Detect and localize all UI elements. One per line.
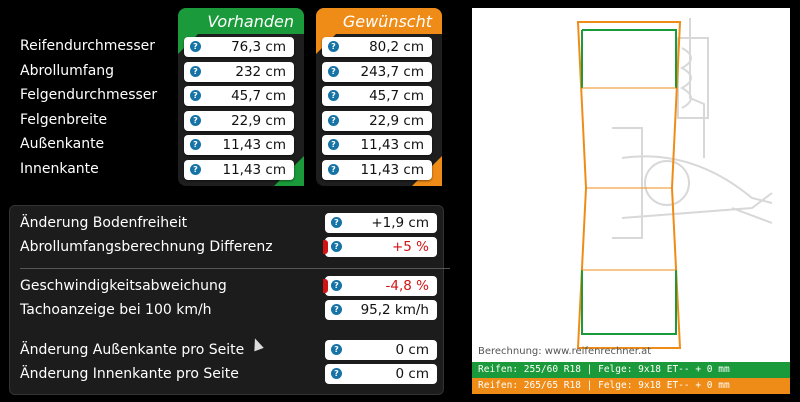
column-vorhanden: Vorhanden ? 76,3 cm ? 232 cm ? 45,7 cm ? 22,… xyxy=(178,8,304,186)
label-tachoanzeige: Tachoanzeige bei 100 km/h xyxy=(20,302,212,318)
tire-diagram: Berechnung: www.reifenrechner.at Reifen:… xyxy=(472,8,790,394)
desired-tire-outline xyxy=(576,21,682,349)
vorhanden-abrollumfang[interactable]: ? 232 cm xyxy=(184,62,294,82)
existing-tire-info: Reifen: 255/60 R18 | Felge: 9x18 ET-- + … xyxy=(472,362,790,378)
column-header-gewuenscht: Gewünscht xyxy=(316,8,442,34)
info-icon[interactable]: ? xyxy=(328,139,339,150)
label-felgenbreite: Felgenbreite xyxy=(20,112,108,128)
gewuenscht-abrollumfang[interactable]: ? 243,7 cm xyxy=(322,62,432,82)
label-abrollumfang: Abrollumfang xyxy=(20,63,115,79)
divider xyxy=(20,268,450,269)
tire-comparison-svg xyxy=(576,18,773,349)
info-icon[interactable]: ? xyxy=(331,368,342,379)
info-icon[interactable]: ? xyxy=(190,41,201,52)
label-bodenfreiheit: Änderung Bodenfreiheit xyxy=(20,215,188,231)
info-icon[interactable]: ? xyxy=(190,139,201,150)
value-aussenkante-pro-seite[interactable]: ? 0 cm xyxy=(325,340,437,360)
info-icon[interactable]: ? xyxy=(190,115,201,126)
info-icon[interactable]: ? xyxy=(328,115,339,126)
info-icon[interactable]: ? xyxy=(328,90,339,101)
warning-marker xyxy=(323,240,328,254)
info-icon[interactable]: ? xyxy=(328,164,339,175)
info-icon[interactable]: ? xyxy=(331,241,342,252)
info-icon[interactable]: ? xyxy=(328,41,339,52)
value-geschwindigkeitsabweichung[interactable]: ? -4,8 % xyxy=(323,276,437,296)
info-icon[interactable]: ? xyxy=(190,164,201,175)
gewuenscht-aussenkante[interactable]: ? 11,43 cm xyxy=(322,135,432,155)
value-tachoanzeige[interactable]: ? 95,2 km/h xyxy=(325,300,437,320)
vorhanden-felgendurchmesser[interactable]: ? 45,7 cm xyxy=(184,86,294,106)
info-icon[interactable]: ? xyxy=(331,344,342,355)
label-innenkante-pro-seite: Änderung Innenkante pro Seite xyxy=(20,366,239,382)
gewuenscht-felgenbreite[interactable]: ? 22,9 cm xyxy=(322,111,432,131)
existing-tire-outline xyxy=(581,29,677,335)
info-icon[interactable]: ? xyxy=(331,217,342,228)
gewuenscht-innenkante[interactable]: ? 11,43 cm xyxy=(322,160,432,180)
vorhanden-reifendurchmesser[interactable]: ? 76,3 cm xyxy=(184,37,294,57)
label-felgendurchmesser: Felgendurchmesser xyxy=(20,87,158,103)
label-geschwindigkeitsabweichung: Geschwindigkeitsabweichung xyxy=(20,278,227,294)
vorhanden-innenkante[interactable]: ? 11,43 cm xyxy=(184,160,294,180)
column-gewuenscht: Gewünscht ? 80,2 cm ? 243,7 cm ? 45,7 cm ? 2… xyxy=(316,8,442,186)
info-icon[interactable]: ? xyxy=(331,304,342,315)
desired-tire-info: Reifen: 265/65 R18 | Felge: 9x18 ET-- + … xyxy=(472,378,790,394)
suspension-sketch xyxy=(612,18,773,239)
label-reifendurchmesser: Reifendurchmesser xyxy=(20,38,156,54)
value-abrollumfang-differenz[interactable]: ? +5 % xyxy=(323,237,437,257)
label-aussenkante-pro-seite: Änderung Außenkante pro Seite xyxy=(20,342,245,358)
info-icon[interactable]: ? xyxy=(328,66,339,77)
value-innenkante-pro-seite[interactable]: ? 0 cm xyxy=(325,364,437,384)
vorhanden-aussenkante[interactable]: ? 11,43 cm xyxy=(184,135,294,155)
label-abrollumfang-differenz: Abrollumfangsberechnung Differenz xyxy=(20,239,273,255)
gewuenscht-reifendurchmesser[interactable]: ? 80,2 cm xyxy=(322,37,432,57)
info-icon[interactable]: ? xyxy=(190,90,201,101)
vorhanden-felgenbreite[interactable]: ? 22,9 cm xyxy=(184,111,294,131)
gewuenscht-felgendurchmesser[interactable]: ? 45,7 cm xyxy=(322,86,432,106)
value-bodenfreiheit[interactable]: ? +1,9 cm xyxy=(325,213,437,233)
info-icon[interactable]: ? xyxy=(331,280,342,291)
label-aussenkante: Außenkante xyxy=(20,136,105,152)
calculation-credit: Berechnung: www.reifenrechner.at xyxy=(478,346,652,357)
label-innenkante: Innenkante xyxy=(20,161,99,177)
column-header-vorhanden: Vorhanden xyxy=(178,8,304,34)
warning-marker xyxy=(323,279,328,293)
info-icon[interactable]: ? xyxy=(190,66,201,77)
